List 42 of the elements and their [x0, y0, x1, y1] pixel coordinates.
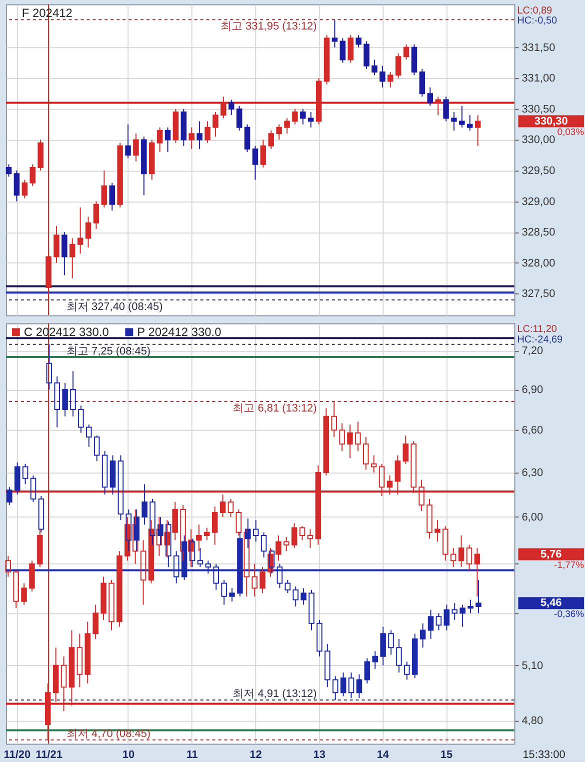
y-tick-label: 330,00 — [522, 134, 556, 146]
y-tick-label: 330,50 — [522, 103, 556, 116]
y-tick-label: 5,10 — [522, 660, 544, 672]
text: 330,30 — [534, 115, 568, 128]
y-tick-label: 328,00 — [522, 257, 556, 270]
x-tick-label: 11/21 — [36, 749, 62, 762]
x-tick-label: 11/20 — [4, 749, 31, 762]
y-tick-label: 6,60 — [522, 424, 544, 437]
x-axis-title: 15:33:00 — [522, 749, 566, 762]
text: -1,77% — [554, 560, 585, 572]
ref-line-label: 최고 331,95 (13:12) — [220, 20, 317, 33]
x-tick-label: 10 — [122, 749, 135, 762]
x-tick-label: 15 — [440, 749, 453, 762]
text: LC:11,20 — [517, 324, 558, 336]
ref-line-label: 최저 4,91 (13:12) — [232, 688, 317, 700]
text: HC:-24,69 — [517, 334, 564, 346]
text: 0,03% — [557, 127, 585, 138]
ref-line-label: 최저 4,70 (08:45) — [66, 728, 151, 740]
y-tick-label: 327,50 — [522, 288, 556, 300]
y-tick-label: 329,50 — [522, 165, 556, 178]
legend-label: P 202412 330.0 — [137, 325, 222, 340]
ref-line-label: 최고 6,81 (13:12) — [232, 402, 317, 414]
x-tick-label: 12 — [250, 749, 262, 762]
y-tick-label: 7,20 — [522, 345, 544, 358]
text: HC:-0,50 — [517, 16, 558, 27]
y-tick-label: 331,50 — [522, 42, 556, 54]
ref-line-label: 최고 7,25 (08:45) — [66, 345, 151, 358]
x-tick-label: 11 — [186, 749, 198, 762]
y-tick-label: 6,30 — [522, 467, 544, 479]
y-tick-label: 6,00 — [522, 512, 544, 524]
x-tick-label: 14 — [376, 749, 390, 762]
text: -0,36% — [554, 609, 585, 620]
y-tick-label: 4,80 — [522, 715, 544, 728]
y-tick-label: 331,00 — [522, 72, 556, 85]
text: 5,76 — [540, 548, 562, 560]
text: 5,46 — [540, 597, 562, 610]
text: LC:0,89 — [517, 5, 553, 16]
x-tick-label: 13 — [313, 749, 326, 762]
y-tick-label: 328,50 — [522, 226, 556, 239]
ref-line-label: 최저 327,40 (08:45) — [66, 300, 163, 313]
y-tick-label: 6,90 — [522, 384, 544, 396]
y-tick-label: 329,00 — [522, 196, 556, 208]
